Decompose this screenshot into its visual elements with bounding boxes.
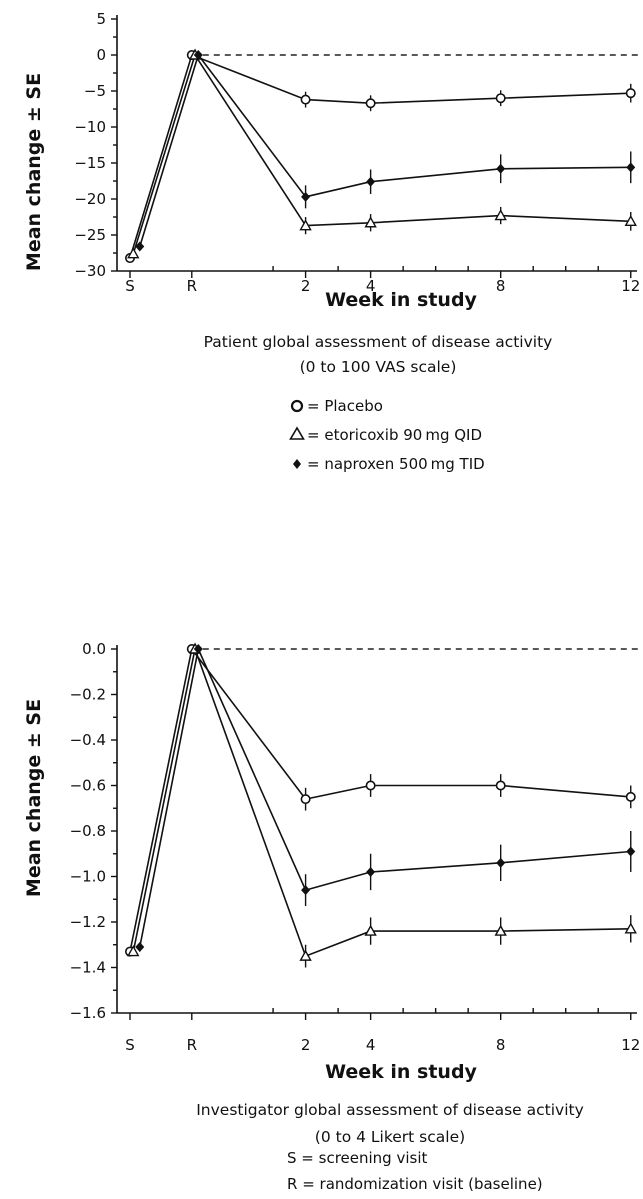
point-naproxen-1 [193, 50, 203, 60]
chart1-xlabel: Week in study [325, 289, 477, 311]
y-tick-label-4: −15 [74, 154, 106, 172]
point-naproxen-4 [496, 857, 506, 868]
point-etoricoxib-4 [494, 209, 507, 221]
legend-etoricoxib-label: = etoricoxib 90 mg QID [307, 426, 482, 444]
point-etoricoxib-5 [624, 922, 637, 934]
point-placebo-2 [300, 794, 311, 805]
y-tick-label-0: 5 [96, 10, 106, 28]
point-naproxen-2 [301, 885, 311, 896]
point-naproxen-3 [366, 176, 376, 187]
x-tick-label-0: S [125, 277, 135, 295]
y-tick-label-5: −1.0 [70, 868, 106, 886]
series-line-etoricoxib [132, 53, 631, 254]
point-naproxen-1 [193, 644, 203, 654]
footnote-screening: S = screening visit [287, 1149, 427, 1167]
point-etoricoxib-2 [299, 219, 312, 231]
point-etoricoxib-5 [624, 214, 637, 227]
y-tick-label-6: −1.2 [70, 913, 106, 931]
point-placebo-5 [625, 791, 636, 802]
y-tick-label-2: −5 [84, 82, 106, 100]
series-line-naproxen [139, 646, 631, 948]
legend-naproxen-label: = naproxen 500 mg TID [307, 455, 485, 473]
chart-investigator-global: 0.0 −0.2 −0.4 −0.6 −0.8 −1.0 −1.2 −1.4 −1.6 S R 2 4 8… [70, 640, 641, 1054]
series-line-etoricoxib [132, 646, 631, 958]
point-placebo-4 [495, 93, 506, 104]
chart1-caption-line2: (0 to 100 VAS scale) [300, 358, 457, 376]
y-tick-label-4: −0.8 [70, 822, 106, 840]
legend-placebo-label: = Placebo [307, 397, 383, 415]
y-tick-label-3: −10 [74, 118, 106, 136]
chart1-caption-line1: Patient global assessment of disease act… [204, 333, 553, 351]
point-etoricoxib-3 [364, 924, 377, 936]
y-tick-label-7: −1.4 [70, 959, 106, 977]
point-etoricoxib-0 [127, 945, 140, 957]
y-tick-label-0: 0.0 [82, 640, 106, 658]
y-tick-label-1: −0.2 [70, 686, 106, 704]
point-placebo-3 [365, 98, 376, 109]
chart2-ylabel: Mean change ± SE [23, 699, 45, 897]
y-tick-label-1: 0 [96, 46, 106, 64]
chart1-ylabel: Mean change ± SE [23, 73, 45, 271]
chart2-xlabel: Week in study [325, 1061, 477, 1083]
y-tick-label-8: −1.6 [70, 1004, 106, 1022]
point-naproxen-0 [135, 241, 145, 252]
y-tick-label-3: −0.6 [70, 777, 106, 795]
series-line-placebo [129, 53, 631, 259]
x-tick-label-3: 4 [366, 277, 376, 295]
point-naproxen-4 [496, 163, 506, 174]
series-line-placebo [129, 647, 631, 952]
chart-patient-global: 5 0 −5 −10 −15 −20 −25 −30 S R 2 4 8 12 [74, 10, 640, 295]
point-placebo-3 [365, 780, 376, 791]
x-tick-label-4: 8 [496, 1036, 506, 1054]
point-naproxen-5 [626, 846, 636, 857]
legend-etoricoxib-marker [289, 426, 305, 440]
point-naproxen-2 [301, 191, 311, 202]
y-tick-label-6: −25 [74, 226, 106, 244]
point-placebo-4 [495, 780, 506, 791]
chart2-caption-line2: (0 to 4 Likert scale) [315, 1128, 465, 1146]
footnote-randomization: R = randomization visit (baseline) [287, 1175, 543, 1193]
point-placebo-5 [625, 88, 636, 99]
x-tick-label-4: 8 [496, 277, 506, 295]
point-etoricoxib-2 [299, 949, 312, 961]
series-line-naproxen [139, 53, 631, 247]
x-tick-label-1: R [187, 277, 197, 295]
x-tick-label-2: 2 [301, 277, 311, 295]
point-placebo-2 [300, 94, 311, 105]
x-tick-label-2: 2 [301, 1036, 311, 1054]
point-etoricoxib-4 [494, 924, 507, 936]
x-tick-label-3: 4 [366, 1036, 376, 1054]
legend-naproxen-marker [293, 459, 301, 469]
chart2-caption-line1: Investigator global assessment of diseas… [196, 1101, 584, 1119]
x-tick-label-5: 12 [621, 1036, 640, 1054]
y-tick-label-5: −20 [74, 190, 106, 208]
point-etoricoxib-3 [364, 216, 377, 228]
y-tick-label-7: −30 [74, 262, 106, 280]
legend: = Placebo = etoricoxib 90 mg QID = napro… [289, 397, 485, 473]
x-tick-label-5: 12 [621, 277, 640, 295]
x-tick-label-0: S [125, 1036, 135, 1054]
legend-placebo-marker [290, 399, 304, 413]
point-naproxen-3 [366, 866, 376, 877]
x-tick-label-1: R [187, 1036, 197, 1054]
y-tick-label-2: −0.4 [70, 731, 106, 749]
point-naproxen-0 [135, 942, 145, 953]
point-naproxen-5 [626, 162, 636, 173]
point-etoricoxib-0 [127, 247, 140, 259]
